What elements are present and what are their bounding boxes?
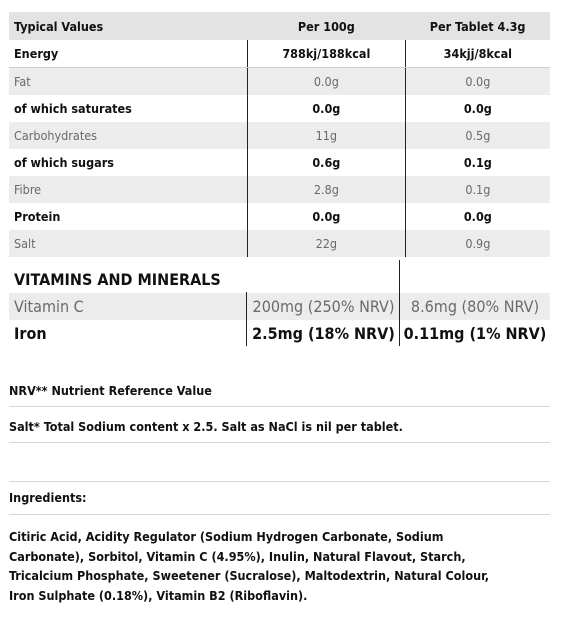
row-per-tablet: 8.6mg (80% NRV) (410, 297, 540, 316)
row-per-100g: 0.0g (247, 203, 406, 230)
header-per-100g: Per 100g (247, 12, 406, 40)
row-per-tablet: 0.9g (405, 230, 550, 257)
row-per-tablet: 0.0g (463, 209, 492, 224)
ingredients-list: Citiric Acid, Acidity Regulator (Sodium … (9, 527, 550, 605)
header-typical-values: Typical Values (9, 12, 248, 40)
row-per-100g: 0.0g (247, 95, 406, 122)
row-per-100g: 2.5mg (18% NRV) (252, 324, 395, 343)
row-label: Vitamin C (14, 297, 84, 316)
row-per-100g: 788kj/188kcal (247, 40, 406, 68)
nutrition-table: Typical Values Per 100g Per Tablet 4.3g … (9, 12, 550, 257)
row-per-tablet: 0.1g (405, 176, 550, 203)
table-row-protein: Protein 0.0g 0.0g (9, 203, 550, 230)
table-row-vitamin-c: Vitamin C 200mg (250% NRV) 8.6mg (80% NR… (9, 293, 550, 320)
ingredients-heading: Ingredients: (9, 490, 87, 505)
row-per-tablet: 34kjj/8kcal (405, 40, 550, 68)
divider (9, 406, 550, 407)
table-header-row: Typical Values Per 100g Per Tablet 4.3g (9, 12, 550, 40)
ingredients-line: Carbonate), Sorbitol, Vitamin C (4.95%),… (9, 548, 466, 564)
table-row-saturates: of which saturates 0.0g 0.0g (9, 95, 550, 122)
table-row-iron: Iron 2.5mg (18% NRV) 0.11mg (1% NRV) (9, 320, 550, 347)
row-label: Energy (9, 40, 248, 68)
table-row-sugars: of which sugars 0.6g 0.1g (9, 149, 550, 176)
ingredients-line: Tricalcium Phosphate, Sweetener (Sucralo… (9, 568, 490, 583)
divider (9, 442, 550, 443)
table-row-fat: Fat 0.0g 0.0g (9, 67, 550, 95)
row-per-100g: 2.8g (247, 176, 406, 203)
row-label: of which saturates (14, 101, 132, 116)
row-label: Fibre (9, 176, 248, 203)
row-per-100g: 0.6g (247, 149, 406, 176)
column-divider (399, 260, 400, 292)
row-per-tablet: 0.0g (405, 67, 550, 95)
row-label: Iron (14, 324, 47, 343)
row-per-100g: 0.0g (247, 67, 406, 95)
row-label: Carbohydrates (9, 122, 248, 149)
ingredients-line: Citiric Acid, Acidity Regulator (Sodium … (9, 529, 444, 544)
divider (9, 514, 550, 515)
row-label: Salt (9, 230, 248, 257)
row-label: Protein (14, 209, 61, 224)
row-per-100g: 200mg (250% NRV) (252, 297, 395, 316)
table-row-salt: Salt 22g 0.9g (9, 230, 550, 257)
row-per-100g: 22g (247, 230, 406, 257)
row-per-tablet: 0.0g (463, 101, 492, 116)
row-label: of which sugars (14, 155, 114, 170)
row-per-100g: 11g (247, 122, 406, 149)
table-row-fibre: Fibre 2.8g 0.1g (9, 176, 550, 203)
nutrition-panel: Typical Values Per 100g Per Tablet 4.3g … (9, 12, 550, 603)
nrv-note: NRV** Nutrient Reference Value (9, 383, 212, 398)
row-per-tablet: 0.1g (463, 155, 492, 170)
divider (9, 481, 550, 482)
column-divider (246, 292, 247, 346)
salt-note: Salt* Total Sodium content x 2.5. Salt a… (9, 419, 403, 434)
table-row-carbohydrates: Carbohydrates 11g 0.5g (9, 122, 550, 149)
row-label: Fat (9, 67, 248, 95)
vitamins-minerals-heading: VITAMINS AND MINERALS (14, 270, 221, 289)
column-divider (399, 292, 400, 346)
row-per-tablet: 0.11mg (1% NRV) (403, 324, 547, 343)
header-per-tablet: Per Tablet 4.3g (405, 12, 550, 40)
row-per-tablet: 0.5g (405, 122, 550, 149)
table-row-energy: Energy 788kj/188kcal 34kjj/8kcal (9, 40, 550, 68)
ingredients-line: Iron Sulphate (0.18%), Vitamin B2 (Ribof… (9, 587, 308, 603)
